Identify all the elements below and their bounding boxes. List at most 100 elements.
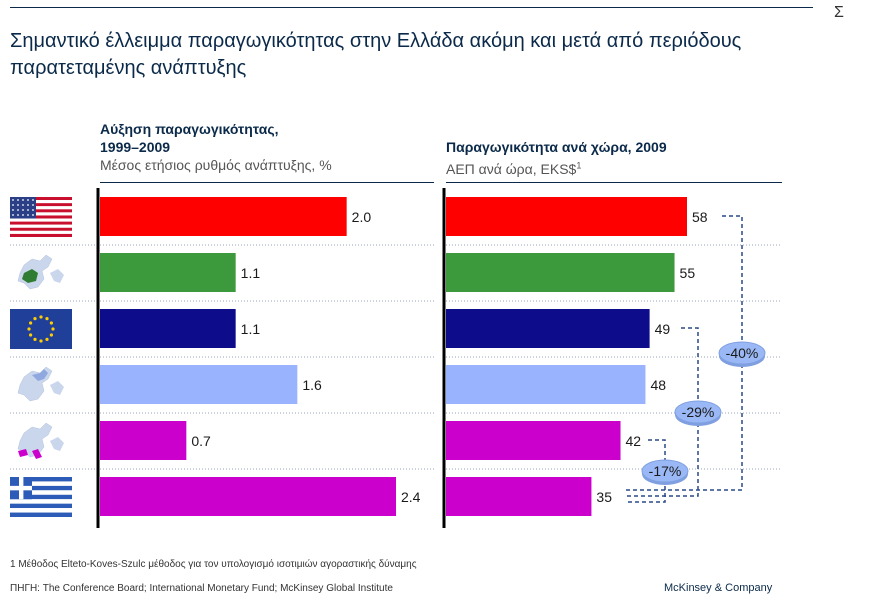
flag-star bbox=[12, 199, 14, 201]
flag-stripe bbox=[10, 512, 72, 517]
brand-name: McKinsey & Company bbox=[664, 582, 773, 594]
left-bar bbox=[100, 309, 236, 348]
difference-bubble bbox=[718, 341, 766, 365]
flag-stripe bbox=[10, 224, 72, 228]
flag-stripe bbox=[10, 197, 72, 201]
flag-star bbox=[33, 317, 37, 321]
europe-map-icon bbox=[17, 366, 64, 402]
flag-star bbox=[51, 327, 55, 331]
flag-star bbox=[17, 204, 19, 206]
left-bar-value-label: 1.1 bbox=[241, 265, 261, 281]
flag-star bbox=[12, 214, 14, 216]
flag-stripe bbox=[10, 215, 72, 219]
map-highlight bbox=[22, 269, 38, 283]
flag-star bbox=[39, 315, 43, 319]
left-chart-title-line1: Αύξηση παραγωγικότητας, bbox=[100, 121, 279, 137]
flag-star bbox=[27, 327, 31, 331]
flag-star bbox=[27, 204, 29, 206]
flag-field bbox=[10, 309, 72, 349]
flag-star bbox=[22, 204, 24, 206]
flag-star bbox=[32, 199, 34, 201]
flag-star bbox=[12, 209, 14, 211]
right-bar bbox=[446, 477, 592, 516]
right-bar-value-label: 48 bbox=[650, 377, 666, 393]
left-bar-value-label: 1.1 bbox=[241, 321, 261, 337]
flag-stripe bbox=[10, 481, 72, 486]
flag-star bbox=[32, 214, 34, 216]
sigma-logo: Σ bbox=[834, 4, 844, 21]
right-bar-value-label: 42 bbox=[626, 433, 642, 449]
flag-stripe bbox=[10, 494, 72, 500]
left-bar bbox=[100, 365, 298, 404]
flag-stripe bbox=[10, 218, 72, 222]
flag-star bbox=[22, 199, 24, 201]
left-chart-header: Αύξηση παραγωγικότητας, 1999–2009 Μέσος … bbox=[100, 120, 332, 174]
left-bar-value-label: 0.7 bbox=[191, 433, 211, 449]
left-bar bbox=[100, 477, 396, 516]
map-outline bbox=[50, 381, 64, 395]
flag-star bbox=[49, 321, 53, 325]
flag-canton bbox=[10, 197, 36, 219]
right-bar-value-label: 49 bbox=[655, 321, 671, 337]
map-highlight bbox=[32, 369, 48, 381]
top-rule bbox=[10, 7, 813, 8]
right-bar-value-label: 58 bbox=[692, 209, 708, 225]
flag-stripe bbox=[10, 503, 72, 509]
left-bar bbox=[100, 421, 187, 460]
flag-star bbox=[33, 337, 37, 341]
flag-stripe bbox=[10, 227, 72, 231]
greece-flag-icon bbox=[10, 477, 72, 517]
flag-star bbox=[32, 209, 34, 211]
right-bar bbox=[446, 197, 687, 236]
left-bar bbox=[100, 253, 236, 292]
difference-label: -29% bbox=[682, 404, 715, 420]
left-chart-subtitle: Μέσος ετήσιος ρυθμός ανάπτυξης, % bbox=[100, 157, 332, 173]
right-bar-value-label: 55 bbox=[680, 265, 696, 281]
page-title: Σημαντικό έλλειμμα παραγωγικότητας στην … bbox=[10, 30, 742, 79]
flag-star bbox=[32, 204, 34, 206]
right-bar bbox=[446, 253, 675, 292]
flag-stripe bbox=[10, 233, 72, 237]
flag-stripe bbox=[10, 221, 72, 225]
right-chart-subtitle: ΑΕΠ ανά ώρα, EKS$ bbox=[446, 160, 577, 177]
usa-flag-icon bbox=[10, 197, 72, 237]
difference-bracket bbox=[626, 439, 666, 503]
flag-star bbox=[17, 214, 19, 216]
left-bar-value-label: 1.6 bbox=[302, 377, 322, 393]
flag-stripe bbox=[10, 212, 72, 216]
flag-star bbox=[29, 333, 33, 337]
right-chart-header: Παραγωγικότητα ανά χώρα, 2009 ΑΕΠ ανά ώρ… bbox=[446, 138, 667, 178]
flag-stripe bbox=[10, 209, 72, 213]
footnote-marker: 1 bbox=[576, 160, 582, 170]
left-chart-title-line2: 1999–2009 bbox=[100, 139, 171, 155]
right-header-rule bbox=[446, 182, 782, 183]
flag-star bbox=[45, 317, 49, 321]
flag-star bbox=[49, 333, 53, 337]
flag-star bbox=[27, 214, 29, 216]
flag-stripe bbox=[10, 200, 72, 204]
flag-star bbox=[12, 204, 14, 206]
map-outline bbox=[17, 422, 53, 458]
europe-map-highlight-icon bbox=[17, 254, 64, 290]
map-outline bbox=[50, 437, 64, 451]
difference-bubble bbox=[641, 459, 689, 483]
flag-star bbox=[17, 209, 19, 211]
source-note: ΠΗΓΗ: The Conference Board; Internationa… bbox=[10, 583, 393, 594]
flag-stripe bbox=[10, 485, 72, 491]
flag-star bbox=[45, 337, 49, 341]
footnote: 1 Μέθοδος Elteto-Koves-Szulc μέθοδος για… bbox=[10, 559, 417, 570]
flag-stripe bbox=[10, 508, 72, 513]
right-bar bbox=[446, 309, 650, 348]
flag-star bbox=[39, 339, 43, 343]
flag-star bbox=[29, 321, 33, 325]
flag-star bbox=[27, 209, 29, 211]
eu-flag-icon bbox=[10, 309, 72, 349]
left-header-rule bbox=[100, 182, 434, 183]
difference-label: -17% bbox=[649, 463, 682, 479]
flag-stripe bbox=[10, 230, 72, 234]
left-bar-value-label: 2.0 bbox=[352, 209, 372, 225]
right-bar-value-label: 35 bbox=[596, 489, 612, 505]
flag-star bbox=[27, 199, 29, 201]
flag-stripe bbox=[10, 490, 72, 495]
